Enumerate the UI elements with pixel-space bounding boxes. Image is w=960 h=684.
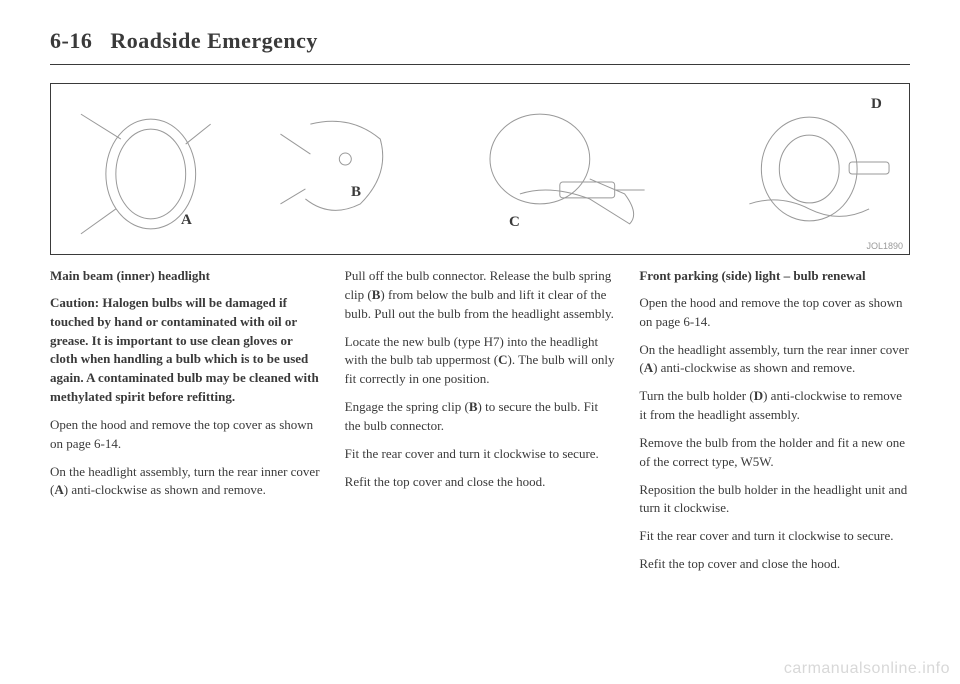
col3-subhead: Front parking (side) light – bulb renewa… — [639, 267, 910, 286]
manual-page: 6-16 Roadside Emergency A — [0, 0, 960, 603]
page-number: 6-16 — [50, 28, 92, 53]
header-rule — [50, 64, 910, 65]
watermark: carmanualsonline.info — [784, 660, 950, 678]
col3-p1: Open the hood and remove the top cover a… — [639, 294, 910, 332]
figure-label-a: A — [181, 212, 192, 229]
col3-p5: Reposition the bulb holder in the headli… — [639, 481, 910, 519]
figure-code: JOL1890 — [866, 241, 903, 251]
col2-p1: Pull off the bulb connector. Release the… — [345, 267, 616, 324]
col3-p2: On the headlight assembly, turn the rear… — [639, 341, 910, 379]
col2-p2: Locate the new bulb (type H7) into the h… — [345, 333, 616, 390]
col3-p7: Refit the top cover and close the hood. — [639, 555, 910, 574]
figure-label-b: B — [351, 184, 361, 201]
text-columns: Main beam (inner) headlight Caution: Hal… — [50, 267, 910, 583]
column-3: Front parking (side) light – bulb renewa… — [639, 267, 910, 583]
col3-p6: Fit the rear cover and turn it clockwise… — [639, 527, 910, 546]
figure-label-c: C — [509, 214, 520, 231]
column-1: Main beam (inner) headlight Caution: Hal… — [50, 267, 321, 583]
col1-p1: Open the hood and remove the top cover a… — [50, 416, 321, 454]
col3-p3: Turn the bulb holder (D) anti-clockwise … — [639, 387, 910, 425]
column-2: Pull off the bulb connector. Release the… — [345, 267, 616, 583]
col2-p3: Engage the spring clip (B) to secure the… — [345, 398, 616, 436]
col1-p2: On the headlight assembly, turn the rear… — [50, 463, 321, 501]
col1-caution: Caution: Halogen bulbs will be damaged i… — [50, 294, 321, 407]
chapter-title: Roadside Emergency — [110, 28, 318, 53]
col1-subhead: Main beam (inner) headlight — [50, 267, 321, 286]
page-header: 6-16 Roadside Emergency — [50, 28, 910, 54]
instruction-figure: A B C D JOL1890 — [50, 83, 910, 255]
col3-p4: Remove the bulb from the holder and fit … — [639, 434, 910, 472]
col2-p5: Refit the top cover and close the hood. — [345, 473, 616, 492]
figure-svg — [51, 84, 909, 254]
figure-label-d: D — [871, 96, 882, 113]
col2-p4: Fit the rear cover and turn it clockwise… — [345, 445, 616, 464]
